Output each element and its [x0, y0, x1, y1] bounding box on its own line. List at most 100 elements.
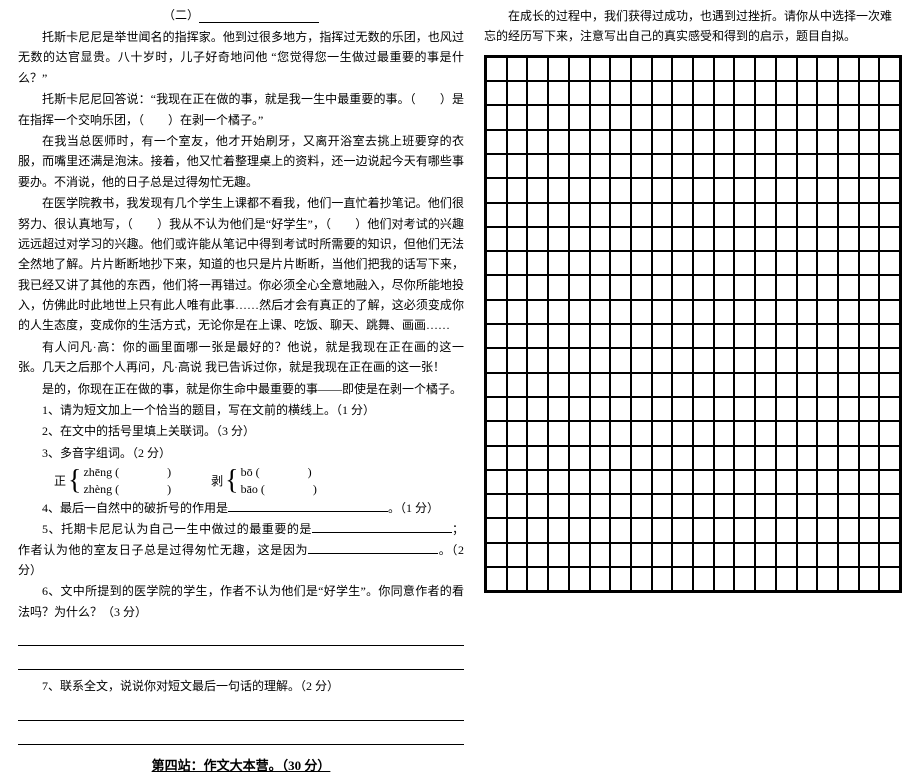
grid-cell: [776, 446, 797, 470]
grid-cell: [507, 397, 528, 421]
grid-cell: [652, 203, 673, 227]
question-4: 4、最后一自然中的破折号的作用是。（1 分）: [18, 498, 464, 518]
grid-cell: [879, 178, 900, 202]
grid-cell: [672, 130, 693, 154]
grid-cell: [569, 57, 590, 81]
grid-cell: [714, 57, 735, 81]
grid-cell: [714, 421, 735, 445]
grid-cell: [486, 518, 507, 542]
grid-row: [486, 251, 900, 275]
grid-cell: [734, 543, 755, 567]
grid-cell: [714, 348, 735, 372]
paragraph: 在我当总医师时，有一个室友，他才开始刷牙，又离开浴室去挑上班要穿的衣服，而嘴里还…: [18, 131, 464, 192]
grid-cell: [817, 324, 838, 348]
grid-cell: [486, 421, 507, 445]
grid-cell: [734, 494, 755, 518]
grid-cell: [734, 81, 755, 105]
brace-icon: {: [68, 467, 81, 495]
grid-cell: [755, 227, 776, 251]
grid-cell: [569, 494, 590, 518]
paragraph: 托斯卡尼尼回答说：“我现在正在做的事，就是我一生中最重要的事。（ ）是在指挥一个…: [18, 89, 464, 130]
grid-cell: [776, 494, 797, 518]
answer-line: [18, 701, 464, 721]
grid-cell: [507, 470, 528, 494]
grid-row: [486, 348, 900, 372]
grid-cell: [631, 324, 652, 348]
grid-row: [486, 275, 900, 299]
grid-cell: [859, 130, 880, 154]
grid-cell: [797, 251, 818, 275]
grid-cell: [693, 446, 714, 470]
grid-cell: [569, 251, 590, 275]
grid-cell: [817, 348, 838, 372]
grid-cell: [714, 446, 735, 470]
grid-cell: [714, 81, 735, 105]
grid-cell: [755, 373, 776, 397]
grid-cell: [879, 397, 900, 421]
grid-cell: [672, 227, 693, 251]
grid-cell: [631, 348, 652, 372]
grid-cell: [652, 446, 673, 470]
grid-cell: [797, 178, 818, 202]
grid-cell: [714, 300, 735, 324]
grid-cell: [548, 543, 569, 567]
grid-cell: [590, 130, 611, 154]
grid-cell: [838, 130, 859, 154]
grid-cell: [838, 227, 859, 251]
grid-cell: [610, 57, 631, 81]
grid-cell: [714, 154, 735, 178]
grid-cell: [507, 494, 528, 518]
grid-cell: [734, 421, 755, 445]
grid-cell: [755, 251, 776, 275]
grid-cell: [527, 300, 548, 324]
grid-cell: [672, 518, 693, 542]
grid-cell: [776, 300, 797, 324]
grid-cell: [797, 154, 818, 178]
question-5: 5、托期卡尼尼认为自己一生中做过的最重要的是；作者认为他的室友日子总是过得匆忙无…: [18, 519, 464, 580]
grid-row: [486, 373, 900, 397]
grid-cell: [610, 178, 631, 202]
grid-cell: [631, 154, 652, 178]
grid-cell: [672, 324, 693, 348]
grid-cell: [610, 567, 631, 591]
char-zheng: 正: [54, 472, 66, 490]
grid-cell: [631, 567, 652, 591]
grid-cell: [734, 154, 755, 178]
grid-cell: [672, 470, 693, 494]
grid-cell: [755, 543, 776, 567]
grid-cell: [797, 470, 818, 494]
grid-cell: [838, 324, 859, 348]
grid-cell: [548, 446, 569, 470]
question-3: 3、多音字组词。（2 分）: [18, 443, 464, 463]
grid-cell: [548, 57, 569, 81]
grid-cell: [693, 373, 714, 397]
grid-cell: [652, 130, 673, 154]
grid-cell: [527, 397, 548, 421]
grid-cell: [734, 251, 755, 275]
grid-cell: [527, 57, 548, 81]
grid-cell: [734, 227, 755, 251]
grid-cell: [569, 373, 590, 397]
grid-cell: [652, 470, 673, 494]
grid-cell: [879, 446, 900, 470]
grid-cell: [734, 130, 755, 154]
brace-icon: {: [225, 467, 238, 495]
grid-cell: [486, 373, 507, 397]
grid-cell: [507, 421, 528, 445]
grid-cell: [610, 324, 631, 348]
grid-cell: [672, 494, 693, 518]
grid-cell: [672, 373, 693, 397]
grid-cell: [838, 348, 859, 372]
grid-cell: [797, 227, 818, 251]
grid-cell: [776, 348, 797, 372]
answer-line: [18, 626, 464, 646]
grid-cell: [569, 348, 590, 372]
grid-cell: [797, 275, 818, 299]
grid-cell: [652, 227, 673, 251]
grid-cell: [548, 251, 569, 275]
grid-row: [486, 567, 900, 591]
grid-cell: [527, 203, 548, 227]
grid-cell: [548, 227, 569, 251]
writing-grid: [484, 55, 902, 594]
grid-cell: [527, 421, 548, 445]
